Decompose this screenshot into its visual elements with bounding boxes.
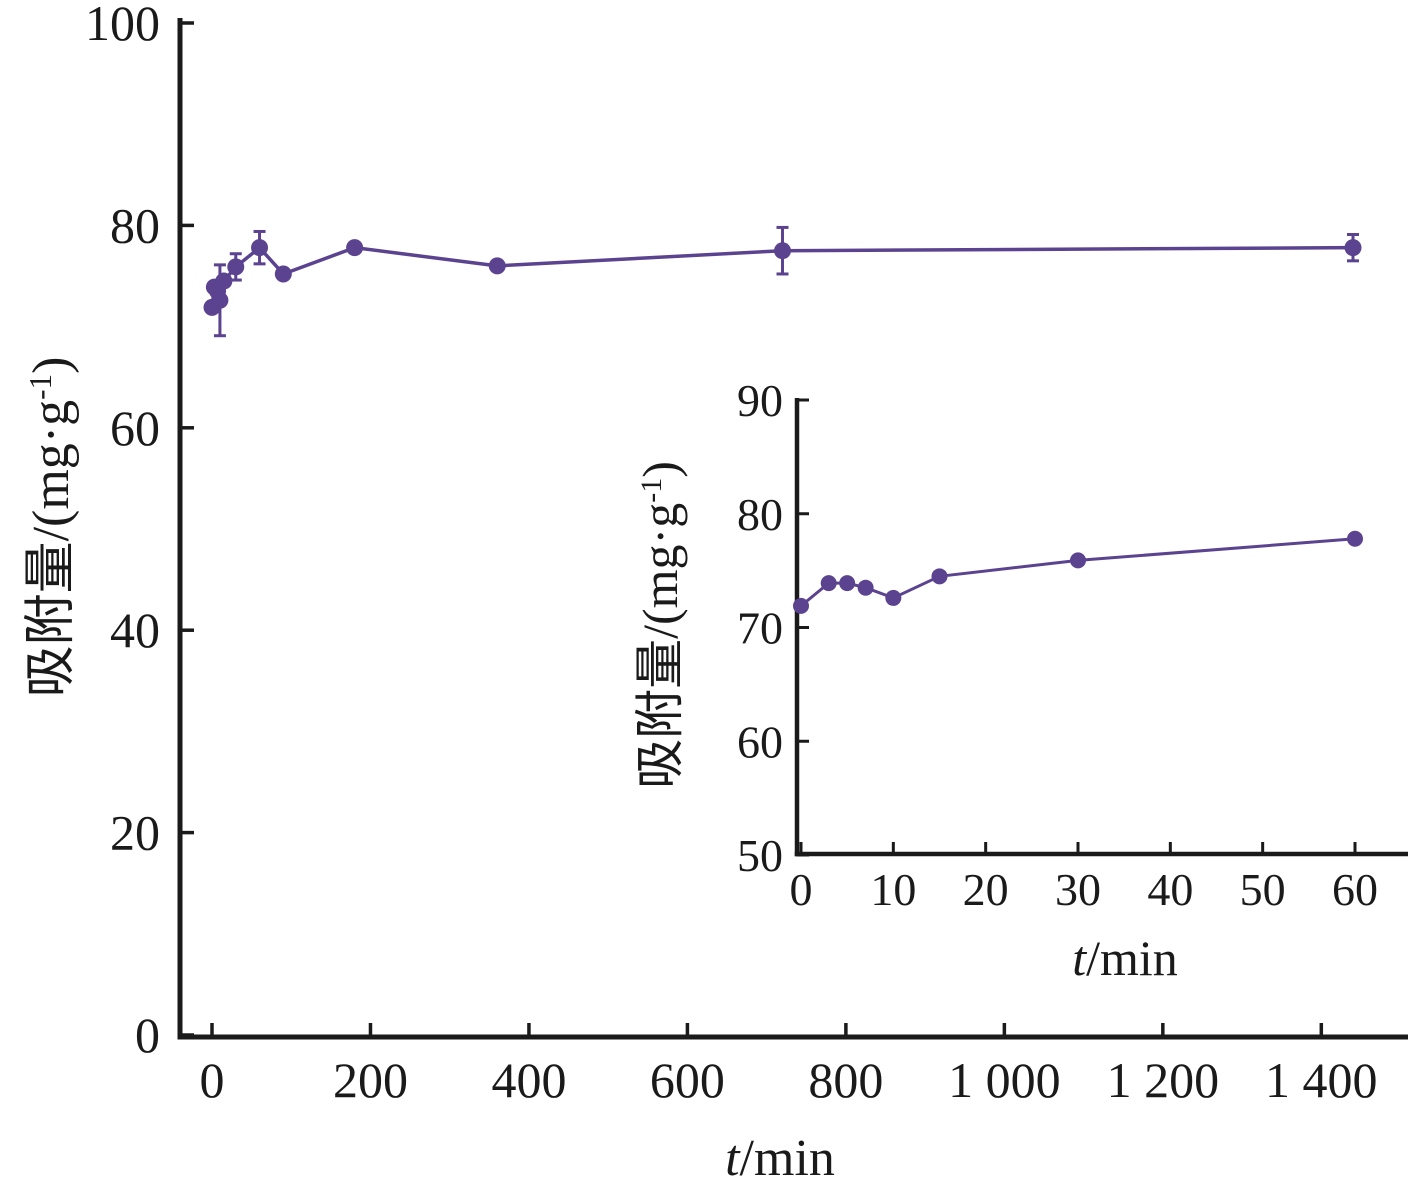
inset-data-point	[793, 597, 809, 614]
main-y-tick-label: 0	[135, 1007, 160, 1063]
main-x-axis-title: t/min	[725, 1130, 835, 1181]
main-data-point	[774, 242, 791, 260]
main-x-tick-label: 800	[808, 1052, 883, 1108]
inset-data-point	[885, 589, 902, 606]
inset-data-point	[931, 568, 948, 585]
inset-y-tick-label: 60	[737, 716, 783, 767]
main-x-tick-label: 200	[333, 1052, 408, 1108]
inset-x-axis-title: t/min	[1072, 930, 1178, 986]
main-x-tick-label: 0	[200, 1052, 225, 1108]
main-data-point	[215, 272, 233, 290]
main-y-axis-title: 吸附量/(mg·g-1)	[23, 357, 81, 698]
main-x-tick-label: 1 200	[1107, 1052, 1220, 1108]
main-data-point	[227, 258, 245, 276]
inset-data-point	[820, 575, 837, 592]
inset-y-tick-label: 70	[737, 603, 783, 654]
main-y-tick-label: 20	[110, 805, 160, 861]
inset-x-tick-label: 30	[1055, 864, 1101, 915]
inset-x-tick-label: 60	[1332, 864, 1378, 915]
inset-x-tick-label: 20	[963, 864, 1009, 915]
inset-plot: 50 60 70 80 90 0 10 20 30 40 50 60 t/min 吸附量/(mg·g-1)	[632, 375, 1408, 986]
inset-x-tick-label: 40	[1147, 864, 1193, 915]
main-data-point	[488, 257, 506, 275]
main-data-point	[346, 239, 364, 257]
main-x-tick-label: 1 400	[1265, 1052, 1378, 1108]
inset-x-tick-label: 10	[870, 864, 916, 915]
main-data-point	[274, 265, 292, 283]
main-y-tick-label: 40	[110, 602, 160, 658]
main-data-point	[1344, 239, 1362, 257]
main-data-point	[211, 291, 229, 309]
inset-x-tick-label: 50	[1240, 864, 1286, 915]
main-x-tick-label: 1 000	[948, 1052, 1061, 1108]
inset-data-point	[857, 579, 874, 596]
inset-series-line	[800, 537, 1356, 608]
inset-data-point	[1347, 530, 1363, 547]
main-y-tick-label: 100	[85, 0, 160, 51]
inset-data-point	[1070, 552, 1086, 569]
inset-y-tick-label: 50	[737, 830, 783, 881]
inset-x-tick-label: 0	[790, 864, 813, 915]
main-data-point	[251, 239, 269, 257]
main-y-tick-label: 80	[110, 197, 160, 253]
inset-data-point	[839, 575, 856, 592]
inset-y-tick-label: 90	[737, 375, 783, 426]
inset-y-tick-label: 80	[737, 489, 783, 540]
main-x-tick-label: 400	[491, 1052, 566, 1108]
main-y-tick-label: 60	[110, 400, 160, 456]
main-x-tick-label: 600	[650, 1052, 725, 1108]
inset-y-axis-title: 吸附量/(mg·g-1)	[632, 461, 688, 789]
